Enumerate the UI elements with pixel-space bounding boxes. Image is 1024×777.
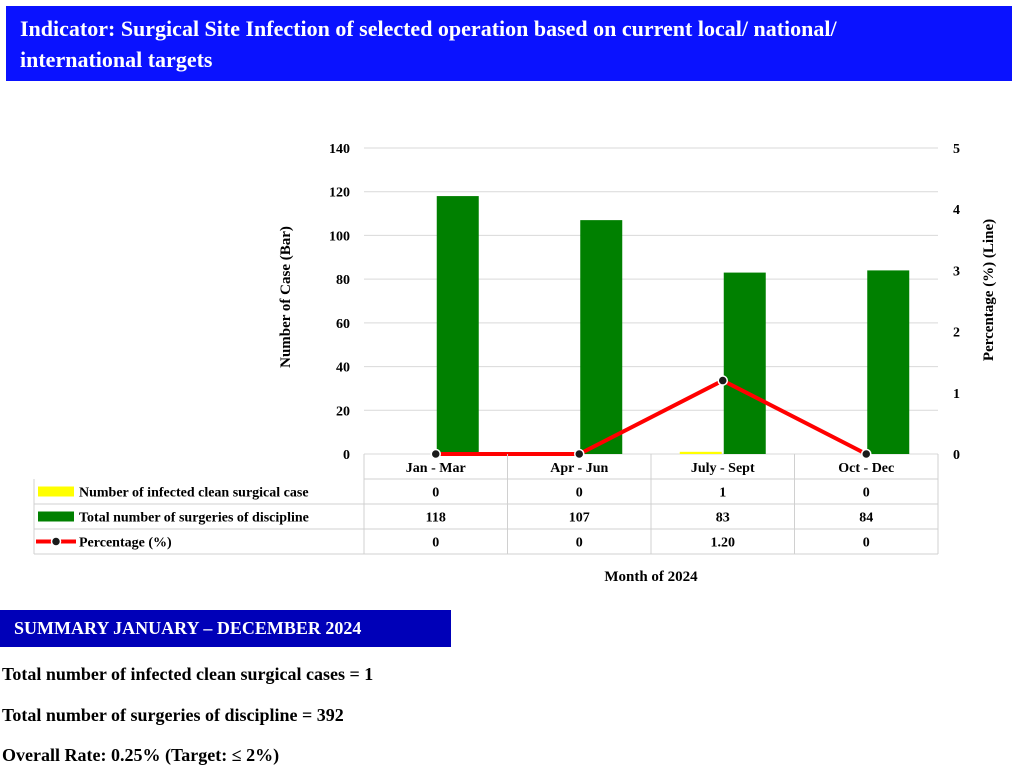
summary-total-surgeries: Total number of surgeries of discipline … — [2, 705, 344, 725]
left-tick-label: 100 — [329, 229, 350, 244]
right-tick-label: 1 — [953, 387, 960, 402]
summary-overall-rate: Overall Rate: 0.25% (Target: ≤ 2%) — [2, 745, 280, 765]
bar-total — [723, 272, 766, 454]
bar-total — [867, 270, 910, 454]
chart-bars — [436, 196, 910, 455]
table-cell: 84 — [859, 511, 873, 526]
percentage-point — [861, 448, 872, 460]
percentage-point — [574, 448, 585, 460]
bar-total — [580, 220, 623, 454]
table-cell: 83 — [716, 511, 730, 526]
table-cell: 107 — [569, 511, 590, 526]
category-label: Oct - Dec — [838, 461, 894, 476]
left-tick-label: 60 — [336, 317, 350, 332]
percentage-line-path — [435, 378, 868, 456]
header-title-line1: Indicator: Surgical Site Infection of se… — [20, 16, 837, 41]
table-cell: 0 — [432, 486, 439, 501]
right-tick-label: 5 — [953, 142, 960, 157]
table-cell: 118 — [426, 511, 446, 526]
table-cell: 0 — [576, 486, 583, 501]
indicator-header: Indicator: Surgical Site Infection of se… — [6, 6, 1012, 81]
bar-total — [436, 196, 479, 455]
category-label: Apr - Jun — [550, 461, 608, 476]
legend-label: Total number of surgeries of discipline — [79, 511, 309, 526]
left-tick-label: 80 — [336, 273, 350, 288]
percentage-point — [430, 448, 441, 460]
bar-infected — [679, 451, 722, 454]
table-cell: 0 — [432, 536, 439, 551]
summary-infected-cases: Total number of infected clean surgical … — [2, 664, 374, 684]
percentage-point — [717, 375, 728, 386]
right-axis-label: Percentage (%) (Line) — [981, 219, 997, 361]
legend-swatch-bar — [38, 511, 74, 522]
header-title-line2: international targets — [20, 47, 213, 72]
table-cell: 0 — [576, 536, 583, 551]
table-cell: 1.20 — [711, 536, 736, 551]
category-label: July - Sept — [691, 461, 755, 476]
data-table: Jan - Mar Apr - Jun July - Sept Oct - Dec Nu… — [33, 454, 939, 555]
legend-swatch-marker — [50, 536, 62, 547]
x-axis-label: Month of 2024 — [604, 569, 698, 585]
left-tick-label: 20 — [336, 404, 350, 419]
left-axis-label: Number of Case (Bar) — [278, 226, 294, 368]
right-tick-label: 2 — [953, 326, 960, 341]
category-label: Jan - Mar — [406, 461, 466, 476]
right-axis-ticks: 0 1 2 3 4 5 — [953, 142, 960, 463]
legend-swatch-bar — [38, 486, 74, 497]
table-cell: 1 — [719, 486, 726, 501]
percentage-line — [430, 375, 872, 460]
right-tick-label: 3 — [953, 264, 960, 279]
left-tick-label: 0 — [343, 448, 350, 463]
left-tick-label: 140 — [329, 142, 350, 157]
table-cell: 0 — [863, 486, 870, 501]
left-tick-label: 40 — [336, 361, 350, 376]
summary-title: SUMMARY JANUARY – DECEMBER 2024 — [0, 610, 451, 647]
left-axis-ticks: 0 20 40 60 80 100 120 140 — [329, 142, 350, 463]
legend-label: Number of infected clean surgical case — [79, 486, 309, 501]
right-tick-label: 4 — [953, 203, 960, 218]
table-cell: 0 — [863, 536, 870, 551]
legend-label: Percentage (%) — [79, 536, 172, 551]
right-tick-label: 0 — [953, 448, 960, 463]
left-tick-label: 120 — [329, 186, 350, 201]
